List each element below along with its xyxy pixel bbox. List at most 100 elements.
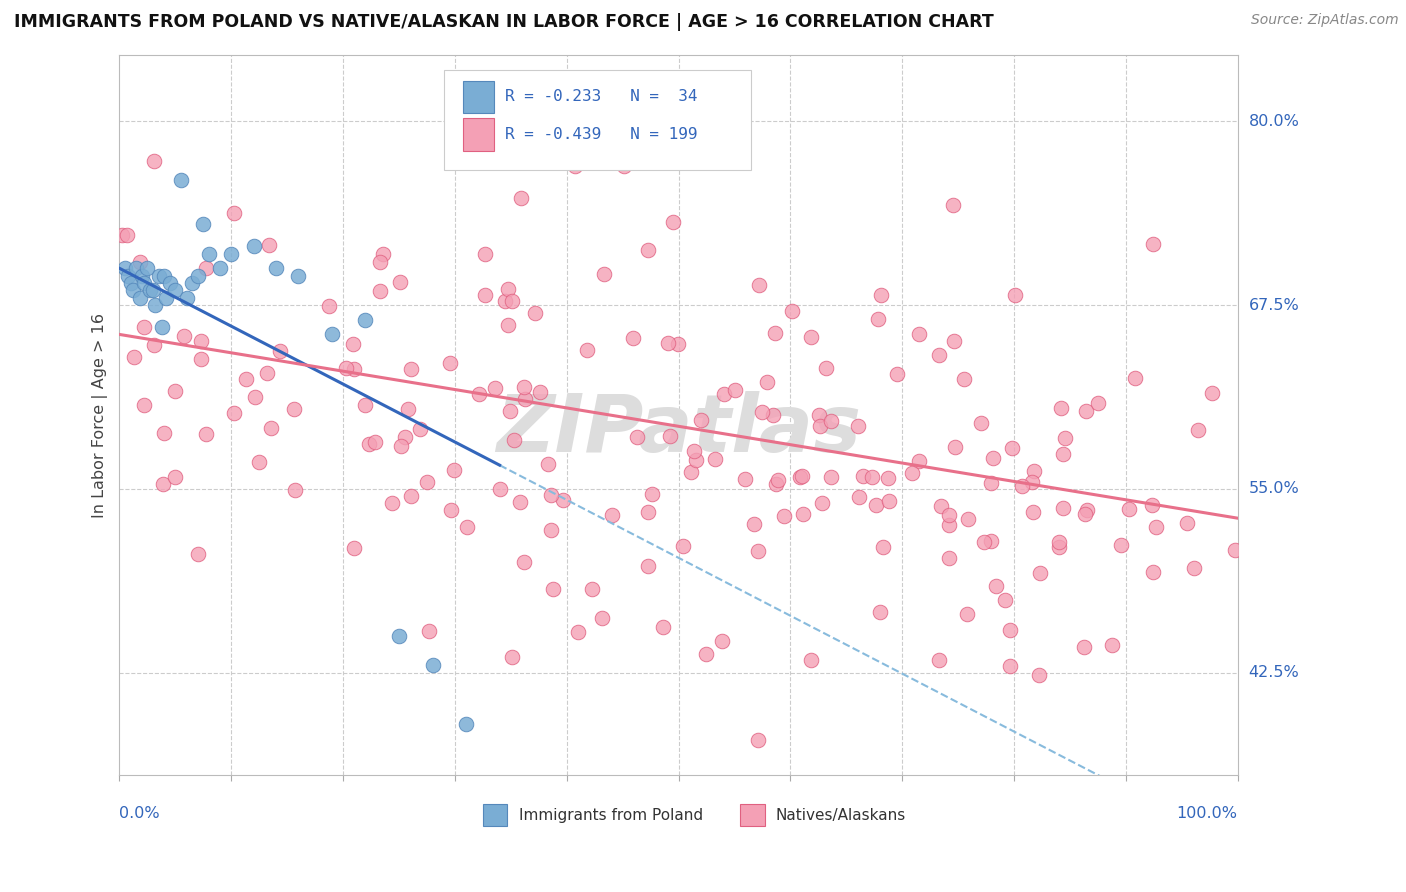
Point	[734, 472, 756, 486]
Point	[658, 429, 681, 443]
Point	[869, 287, 891, 301]
Point	[938, 517, 960, 532]
Point	[1022, 505, 1045, 519]
Point	[142, 154, 165, 169]
Point	[541, 582, 564, 596]
Point	[792, 469, 814, 483]
Point	[626, 430, 648, 444]
Point	[153, 268, 176, 283]
Y-axis label: In Labor Force | Age > 16: In Labor Force | Age > 16	[93, 313, 108, 517]
Point	[256, 366, 278, 380]
Text: 67.5%: 67.5%	[1249, 298, 1299, 312]
Point	[711, 634, 734, 648]
Point	[454, 717, 477, 731]
Point	[318, 299, 340, 313]
Point	[765, 477, 787, 491]
Point	[820, 414, 842, 428]
Point	[187, 268, 209, 283]
Point	[474, 247, 496, 261]
Point	[418, 624, 440, 638]
Point	[983, 451, 1005, 466]
Point	[742, 516, 765, 531]
Point	[484, 381, 506, 395]
Point	[814, 360, 837, 375]
Point	[368, 284, 391, 298]
Point	[1076, 502, 1098, 516]
Point	[1123, 371, 1146, 385]
Point	[1052, 501, 1074, 516]
Point	[396, 402, 419, 417]
Point	[456, 520, 478, 534]
Point	[792, 507, 814, 521]
Point	[953, 372, 976, 386]
Point	[1073, 640, 1095, 655]
Point	[222, 205, 245, 219]
Point	[190, 334, 212, 349]
Point	[877, 470, 900, 484]
Point	[1076, 403, 1098, 417]
Point	[354, 398, 377, 412]
Text: 100.0%: 100.0%	[1177, 806, 1237, 821]
Point	[1175, 516, 1198, 531]
Point	[287, 268, 309, 283]
Point	[581, 582, 603, 597]
Point	[269, 343, 291, 358]
Point	[970, 416, 993, 430]
Point	[194, 427, 217, 442]
Point	[766, 473, 789, 487]
Point	[695, 647, 717, 661]
Point	[886, 367, 908, 381]
Point	[153, 426, 176, 441]
Point	[512, 555, 534, 569]
Point	[115, 227, 138, 242]
Point	[359, 437, 381, 451]
Point	[128, 291, 150, 305]
Point	[501, 650, 523, 665]
Point	[142, 338, 165, 352]
Point	[117, 268, 139, 283]
Point	[593, 267, 616, 281]
Point	[529, 385, 551, 400]
Point	[679, 465, 702, 479]
Point	[343, 362, 366, 376]
Text: IMMIGRANTS FROM POLAND VS NATIVE/ALASKAN IN LABOR FORCE | AGE > 16 CORRELATION C: IMMIGRANTS FROM POLAND VS NATIVE/ALASKAN…	[14, 13, 994, 31]
Text: 0.0%: 0.0%	[120, 806, 160, 821]
Point	[748, 278, 770, 293]
Point	[685, 452, 707, 467]
Point	[321, 327, 343, 342]
Point	[1074, 507, 1097, 521]
Point	[138, 283, 160, 297]
Point	[443, 463, 465, 477]
Point	[373, 247, 395, 261]
Point	[704, 452, 727, 467]
Point	[637, 559, 659, 574]
Point	[163, 384, 186, 398]
Point	[209, 261, 232, 276]
Point	[998, 658, 1021, 673]
Point	[1223, 542, 1246, 557]
Point	[416, 475, 439, 489]
Point	[389, 276, 412, 290]
Point	[132, 398, 155, 412]
Point	[928, 348, 950, 362]
Point	[198, 246, 221, 260]
Point	[621, 331, 644, 345]
Text: R = -0.439   N = 199: R = -0.439 N = 199	[505, 127, 697, 142]
Point	[242, 239, 264, 253]
Point	[114, 261, 136, 276]
Point	[495, 293, 517, 308]
Point	[128, 255, 150, 269]
Point	[409, 422, 432, 436]
Point	[120, 276, 142, 290]
Point	[165, 283, 187, 297]
Point	[509, 495, 531, 509]
Point	[260, 421, 283, 435]
Point	[381, 496, 404, 510]
Point	[955, 607, 977, 621]
Point	[763, 326, 786, 341]
Point	[747, 544, 769, 558]
Point	[513, 380, 536, 394]
Point	[942, 334, 965, 349]
Point	[142, 283, 165, 297]
Point	[662, 215, 685, 229]
